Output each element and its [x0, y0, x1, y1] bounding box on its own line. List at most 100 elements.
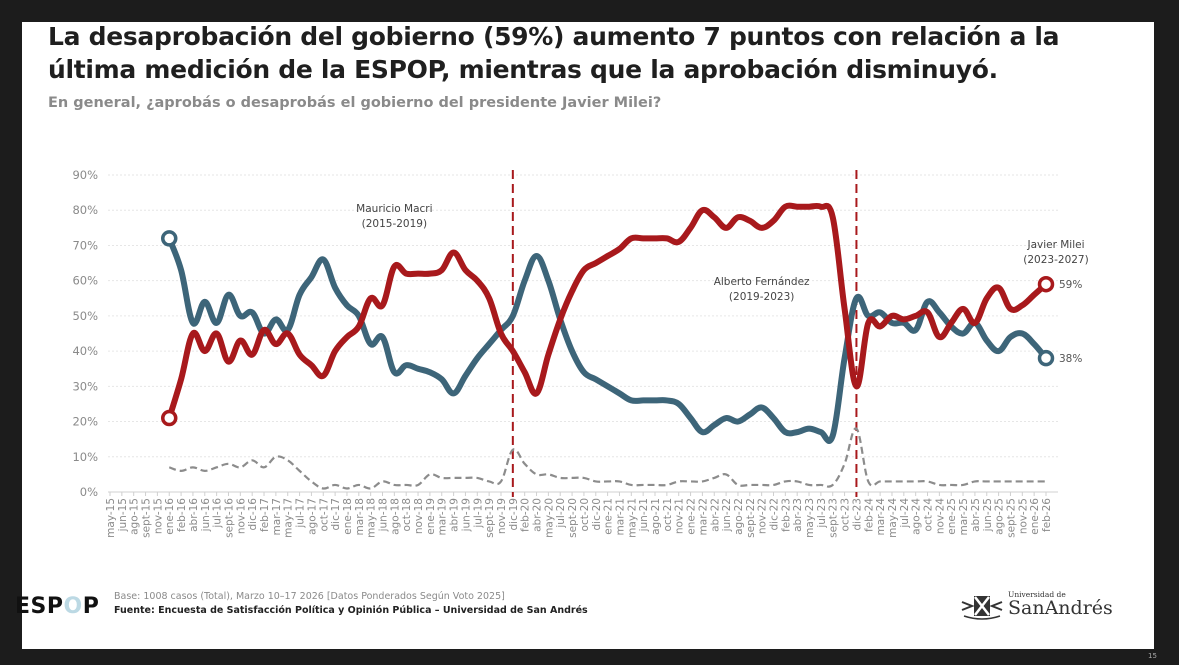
x-tick-label: jul-23 — [816, 498, 828, 529]
x-tick-label: oct-18 — [401, 498, 413, 531]
universidad-san-andres-logo: Universidad de SanAndrés — [960, 590, 1120, 622]
x-tick-label: ene-22 — [686, 498, 698, 535]
x-tick-label: ago-21 — [650, 498, 662, 535]
x-tick-label: jul-17 — [295, 498, 307, 529]
x-tick-label: jul-19 — [472, 498, 484, 529]
x-tick-label: sept-20 — [567, 498, 579, 538]
x-tick-label: feb-20 — [520, 498, 532, 532]
x-tick-label: feb-23 — [780, 498, 792, 532]
period-annotation-years: (2015-2019) — [362, 218, 427, 230]
x-tick-label: mar-21 — [614, 498, 626, 535]
x-tick-label: jun-16 — [200, 498, 212, 533]
y-tick-label: 50% — [72, 309, 98, 323]
x-tick-label: sept-23 — [828, 498, 840, 538]
x-tick-label: ene-25 — [946, 498, 958, 535]
y-tick-label: 0% — [80, 485, 98, 499]
x-tick-label: feb-24 — [863, 498, 875, 532]
x-tick-label: jun-18 — [378, 498, 390, 532]
x-tick-label: abr-22 — [709, 498, 721, 532]
x-tick-label: abr-20 — [532, 498, 544, 532]
period-annotation-name: Alberto Fernández — [714, 276, 810, 288]
y-axis-ticks: 0% 10% 20% 30% 40% 50% 60% 70% 80% 90% — [72, 168, 98, 499]
footer-base-note: Base: 1008 casos (Total), Marzo 10–17 20… — [114, 591, 505, 602]
period-annotation-name: Javier Milei — [1026, 239, 1084, 251]
endpoint-marker — [1037, 349, 1055, 367]
x-tick-label: mar-24 — [875, 498, 887, 536]
gridlines — [108, 174, 1058, 493]
y-tick-label: 40% — [72, 344, 98, 358]
espop-logo: ESPOP — [15, 594, 100, 619]
x-tick-label: abr-25 — [970, 498, 982, 532]
annotations: 59% 38% Mauricio Macri (2015-2019) Alberto F… — [356, 203, 1089, 365]
x-tick-label: jul-20 — [555, 498, 567, 529]
x-tick-label: nov-22 — [757, 498, 769, 534]
x-tick-label: ene-16 — [164, 498, 176, 535]
x-tick-label: oct-17 — [318, 498, 330, 531]
x-tick-label: dic-20 — [591, 498, 603, 531]
x-tick-label: may-15 — [105, 498, 117, 538]
x-tick-label: may-23 — [804, 498, 816, 538]
period-annotation-name: Mauricio Macri — [356, 203, 432, 215]
x-tick-label: ene-18 — [342, 498, 354, 535]
x-tick-label: sept-25 — [1005, 498, 1017, 538]
page-title: La desaprobación del gobierno (59%) aume… — [48, 22, 1060, 84]
x-tick-label: oct-21 — [662, 498, 674, 531]
x-tick-label: jul-16 — [212, 498, 224, 529]
x-tick-label: sept-15 — [141, 498, 153, 538]
endpoint-marker — [160, 230, 178, 247]
x-tick-label: ene-21 — [603, 498, 615, 535]
x-tick-label: ago-15 — [129, 498, 141, 535]
x-tick-label: may-24 — [887, 498, 899, 538]
series-line-ns-nc — [168, 427, 1046, 490]
x-axis-ticks: may-15 jun-15 ago-15 sept-15 nov-15 ene-16 feb… — [105, 492, 1053, 538]
x-tick-label: ago-22 — [733, 498, 745, 535]
x-tick-label: sept-19 — [484, 498, 496, 538]
crest-icon — [961, 596, 1003, 620]
y-tick-label: 80% — [72, 203, 98, 217]
x-tick-label: jun-25 — [982, 498, 994, 532]
x-tick-label: ene-26 — [1029, 498, 1041, 535]
x-tick-label: mar-18 — [354, 498, 366, 535]
x-tick-label: nov-19 — [496, 498, 508, 534]
x-tick-label: nov-16 — [235, 498, 247, 534]
y-tick-label: 90% — [72, 168, 98, 182]
y-tick-label: 60% — [72, 274, 98, 288]
x-tick-label: abr-16 — [188, 498, 200, 532]
x-tick-label: feb-16 — [176, 498, 188, 532]
x-tick-label: nov-15 — [152, 498, 164, 534]
end-value-label: 59% — [1059, 279, 1082, 291]
x-tick-label: mar-19 — [437, 498, 449, 535]
x-tick-label: ago-25 — [994, 498, 1006, 535]
series-lines — [160, 202, 1055, 490]
x-tick-label: may-17 — [283, 498, 295, 538]
x-tick-label: mar-22 — [697, 498, 709, 535]
x-tick-label: may-21 — [626, 498, 638, 538]
university-small-label: Universidad de — [1008, 590, 1066, 599]
x-tick-label: feb-17 — [259, 498, 271, 532]
x-tick-label: feb-26 — [1041, 498, 1053, 532]
x-tick-label: sept-16 — [223, 498, 235, 538]
y-tick-label: 10% — [72, 450, 98, 464]
x-tick-label: jun-21 — [638, 498, 650, 532]
x-tick-label: oct-20 — [579, 498, 591, 531]
chart-subtitle: En general, ¿aprobás o desaprobás el gob… — [48, 95, 662, 111]
x-tick-label: ago-17 — [306, 498, 318, 535]
endpoint-marker — [160, 409, 178, 427]
x-tick-label: ene-19 — [425, 498, 437, 535]
x-tick-label: oct-23 — [840, 498, 852, 531]
x-tick-label: dic-17 — [330, 498, 342, 531]
x-tick-label: jun-19 — [460, 498, 472, 532]
y-tick-label: 20% — [72, 415, 98, 429]
x-tick-label: may-18 — [366, 498, 378, 538]
x-tick-label: ago-24 — [911, 498, 923, 535]
x-tick-label: nov-24 — [934, 498, 946, 534]
x-tick-label: abr-19 — [449, 498, 461, 532]
x-tick-label: jun-22 — [721, 498, 733, 532]
x-tick-label: mar-17 — [271, 498, 283, 535]
series-line-desaprueba — [166, 202, 1049, 422]
x-tick-label: nov-21 — [674, 498, 686, 534]
period-annotation-years: (2023-2027) — [1023, 254, 1088, 266]
x-tick-label: abr-23 — [792, 498, 804, 532]
x-tick-label: sept-22 — [745, 498, 757, 538]
